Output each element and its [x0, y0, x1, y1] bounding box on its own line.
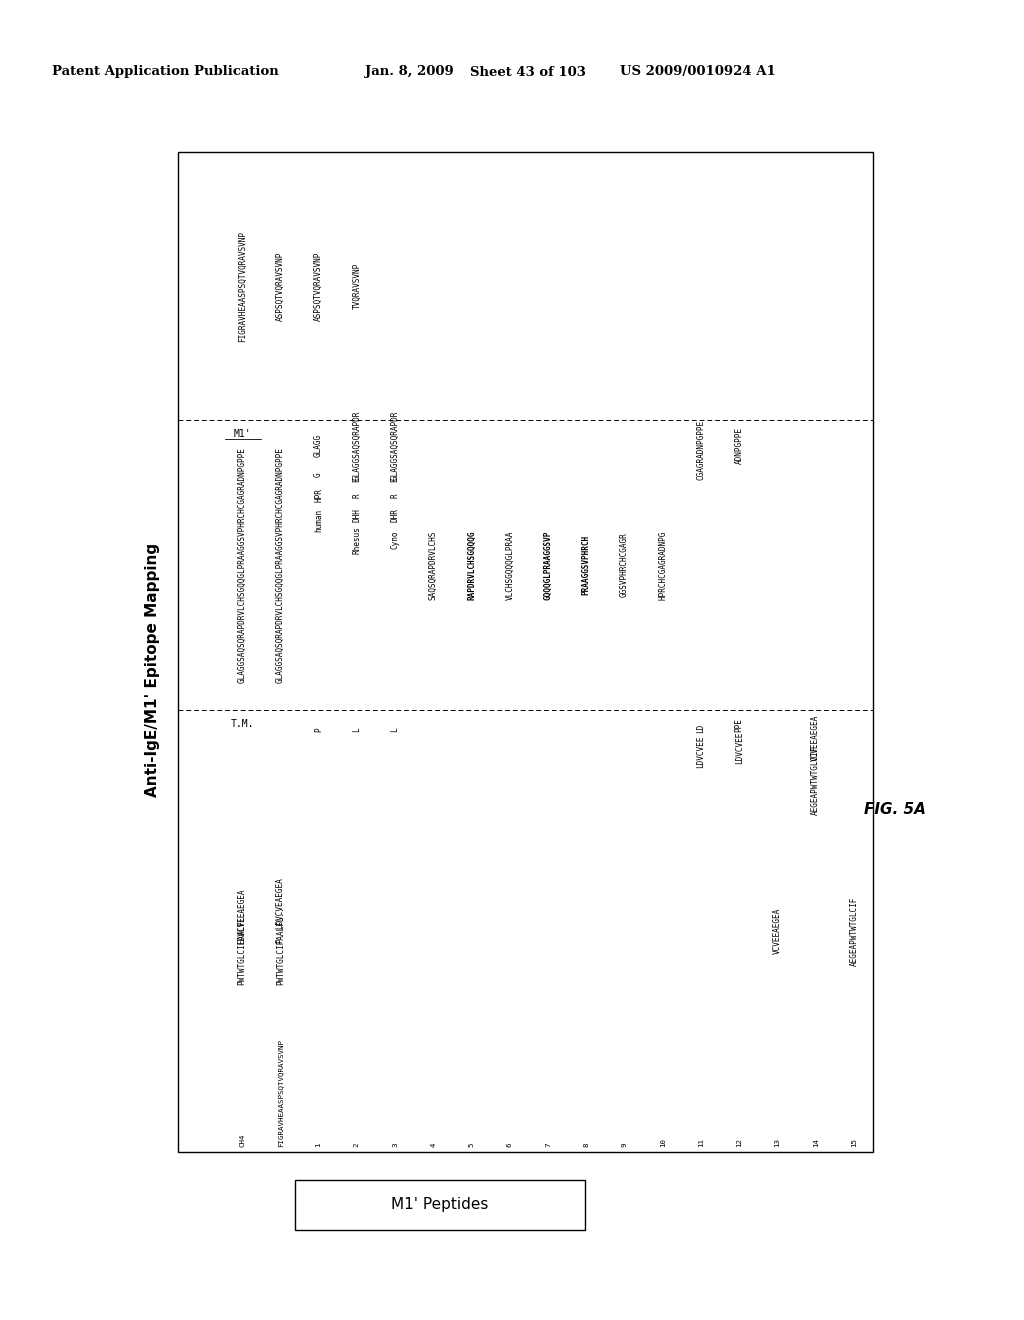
Text: E: E: [352, 478, 361, 482]
Text: L: L: [352, 727, 361, 733]
Text: Patent Application Publication: Patent Application Publication: [52, 66, 279, 78]
Text: GLAGGSAQSQRAPDRVLCHSGQQGLPRAAGGSVPHRCHCGAGRADNPGPPE: GLAGGSAQSQRAPDRVLCHSGQQGLPRAAGGSVPHRCHCG…: [275, 447, 285, 682]
Text: P  LDVCVEAEGEA: P LDVCVEAEGEA: [275, 879, 285, 944]
Text: 15: 15: [851, 1138, 857, 1147]
Text: E: E: [390, 478, 399, 482]
Text: GLAGGSAQSQRAPDR: GLAGGSAQSQRAPDR: [352, 411, 361, 479]
Text: US 2009/0010924 A1: US 2009/0010924 A1: [620, 66, 776, 78]
Text: 8: 8: [584, 1143, 589, 1147]
Text: GLAGG: GLAGG: [314, 433, 324, 457]
Text: DHR: DHR: [390, 508, 399, 521]
Text: SAQSQRAPDRVLCHS: SAQSQRAPDRVLCHS: [429, 531, 438, 599]
Text: DHH: DHH: [352, 508, 361, 521]
Text: PWTWTGLCIFAALFL..: PWTWTGLCIFAALFL..: [238, 907, 247, 985]
Text: 11: 11: [698, 1138, 703, 1147]
Text: ASPSQTVQRAVSVNP: ASPSQTVQRAVSVNP: [275, 251, 285, 321]
Text: GGSVPHRCHCGAGR: GGSVPHRCHCGAGR: [620, 533, 629, 598]
Text: GLAGGSAQSQRAPDRVLCHSGQQGLPRAAGGSVPHRCHCGAGRADNPGPPE: GLAGGSAQSQRAPDRVLCHSGQQGLPRAAGGSVPHRCHCG…: [238, 447, 247, 682]
Text: HPRCHCGAGRADNPG: HPRCHCGAGRADNPG: [658, 531, 668, 599]
Text: Jan. 8, 2009: Jan. 8, 2009: [365, 66, 454, 78]
Text: R: R: [352, 494, 361, 499]
Text: 7: 7: [545, 1143, 551, 1147]
Text: 4: 4: [430, 1143, 436, 1147]
Text: FIGRAVHEAASPSQTVQRAVSVNP: FIGRAVHEAASPSQTVQRAVSVNP: [238, 231, 247, 342]
Text: Sheet 43 of 103: Sheet 43 of 103: [470, 66, 586, 78]
Text: ASPSQTVQRAVSVNP: ASPSQTVQRAVSVNP: [314, 251, 324, 321]
Text: 14: 14: [813, 1138, 818, 1147]
Text: LDVCVEE: LDVCVEE: [734, 731, 743, 764]
Text: Anti-IgE/M1' Epitope Mapping: Anti-IgE/M1' Epitope Mapping: [145, 543, 161, 797]
Text: VLCHSGQQQGLPRAA: VLCHSGQQQGLPRAA: [505, 531, 514, 599]
Bar: [295, 1180, 585, 1230]
Text: G: G: [314, 473, 324, 478]
Text: GQQQGLPRAAGGSVP: GQQQGLPRAAGGSVP: [544, 531, 553, 599]
Text: 10: 10: [659, 1138, 666, 1147]
Text: 3: 3: [392, 1143, 398, 1147]
Text: PPE: PPE: [734, 718, 743, 731]
Text: GLAGGSAQSQRAPDR: GLAGGSAQSQRAPDR: [390, 411, 399, 479]
Text: CH4: CH4: [240, 1134, 245, 1147]
Text: RAPDRVLCHSGQQQG: RAPDRVLCHSGQQQG: [467, 531, 476, 599]
Text: CGAGRADNPGPPE: CGAGRADNPGPPE: [696, 420, 706, 480]
Text: 1: 1: [315, 1143, 322, 1147]
Text: M1': M1': [233, 429, 251, 440]
Text: 6: 6: [507, 1143, 513, 1147]
Text: L: L: [390, 727, 399, 733]
Text: LDVCVEEAEGEA: LDVCVEEAEGEA: [238, 888, 247, 944]
Text: T.M.: T.M.: [230, 719, 254, 729]
Text: AEGEAPWTWTGLCIF: AEGEAPWTWTGLCIF: [811, 746, 820, 814]
Text: TVQRAVSVNP: TVQRAVSVNP: [352, 263, 361, 309]
Text: R: R: [390, 494, 399, 499]
Text: AEGEAPWTWTGLCIF: AEGEAPWTWTGLCIF: [849, 896, 858, 966]
Text: HPR: HPR: [314, 488, 324, 502]
Text: 13: 13: [774, 1138, 780, 1147]
Text: P: P: [314, 727, 324, 733]
Bar: [178, 152, 873, 1152]
Text: VCVEEAEGEA: VCVEEAEGEA: [773, 908, 782, 954]
Text: PWTWTGLCIFAALFL..: PWTWTGLCIFAALFL..: [275, 907, 285, 985]
Text: ADNPGPPE: ADNPGPPE: [734, 426, 743, 463]
Text: Rhesus: Rhesus: [352, 527, 361, 554]
Text: FIGRAVHEAASPSQTVQRAVSVNP: FIGRAVHEAASPSQTVQRAVSVNP: [278, 1039, 284, 1147]
Text: VCVEEAEGEA: VCVEEAEGEA: [811, 715, 820, 762]
Text: 9: 9: [622, 1143, 628, 1147]
Text: FIG. 5A: FIG. 5A: [864, 803, 926, 817]
Text: LD: LD: [696, 723, 706, 733]
Text: M1' Peptides: M1' Peptides: [391, 1197, 488, 1213]
Text: human: human: [314, 508, 324, 532]
Text: 2: 2: [354, 1143, 359, 1147]
Text: LDVCVEE: LDVCVEE: [696, 735, 706, 768]
Text: PRAAGGSVPHRCH: PRAAGGSVPHRCH: [582, 535, 591, 595]
Text: 5: 5: [469, 1143, 474, 1147]
Text: Cyno: Cyno: [390, 531, 399, 549]
Text: 12: 12: [736, 1138, 742, 1147]
